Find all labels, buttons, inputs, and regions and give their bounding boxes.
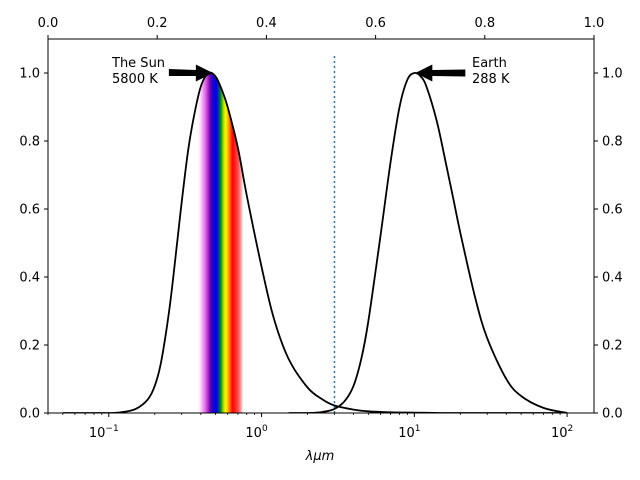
y-right-tick-label: 0.0 (602, 407, 623, 422)
axes-frame (47, 38, 595, 414)
earth-arrow (415, 64, 466, 82)
y-right-tick-label: 0.8 (602, 135, 623, 150)
y-right-tick-label: 0.6 (602, 203, 623, 218)
sun-annotation-line: The Sun (111, 56, 165, 71)
y-tick-label: 0.2 (19, 339, 40, 354)
y-tick-label: 0.0 (19, 407, 40, 422)
earth-annotation-line: 288 K (472, 72, 510, 87)
x-axis-label: λμm (305, 449, 335, 464)
x-top-tick-label: 0.8 (474, 16, 495, 31)
x-top-tick-label: 0.6 (365, 16, 386, 31)
x-axis-top-ticks: 0.0 0.2 0.4 0.6 0.8 1.0 (38, 16, 605, 39)
x-top-tick-label: 0.4 (256, 16, 277, 31)
y-tick-label: 0.6 (19, 203, 40, 218)
x-tick-label: 102 (551, 424, 573, 441)
visible-spectrum-band (197, 72, 243, 413)
x-tick-label: 101 (398, 424, 420, 441)
sun-annotation-line: 5800 K (112, 72, 158, 87)
sun-arrow (168, 64, 213, 82)
y-tick-label: 0.8 (19, 135, 40, 150)
y-right-tick-label: 0.2 (602, 339, 623, 354)
sun-curve (62, 71, 568, 413)
x-top-tick-label: 0.0 (38, 16, 59, 31)
y-right-tick-label: 0.4 (602, 271, 623, 286)
earth-annotation-line: Earth (472, 56, 507, 71)
y-tick-label: 0.4 (19, 271, 40, 286)
earth-curve (288, 71, 568, 413)
x-tick-label: 10−1 (89, 424, 119, 441)
y-axis-right-ticks: 0.0 0.2 0.4 0.6 0.8 1.0 (594, 67, 623, 422)
x-axis-ticks: 10−1 100 101 102 (47, 413, 573, 441)
y-axis-left-ticks: 0.0 0.2 0.4 0.6 0.8 1.0 (19, 67, 48, 422)
x-top-tick-label: 1.0 (584, 16, 605, 31)
x-top-tick-label: 0.2 (147, 16, 168, 31)
x-tick-label: 100 (245, 424, 268, 441)
y-tick-label: 1.0 (19, 67, 40, 82)
y-right-tick-label: 1.0 (602, 67, 623, 82)
